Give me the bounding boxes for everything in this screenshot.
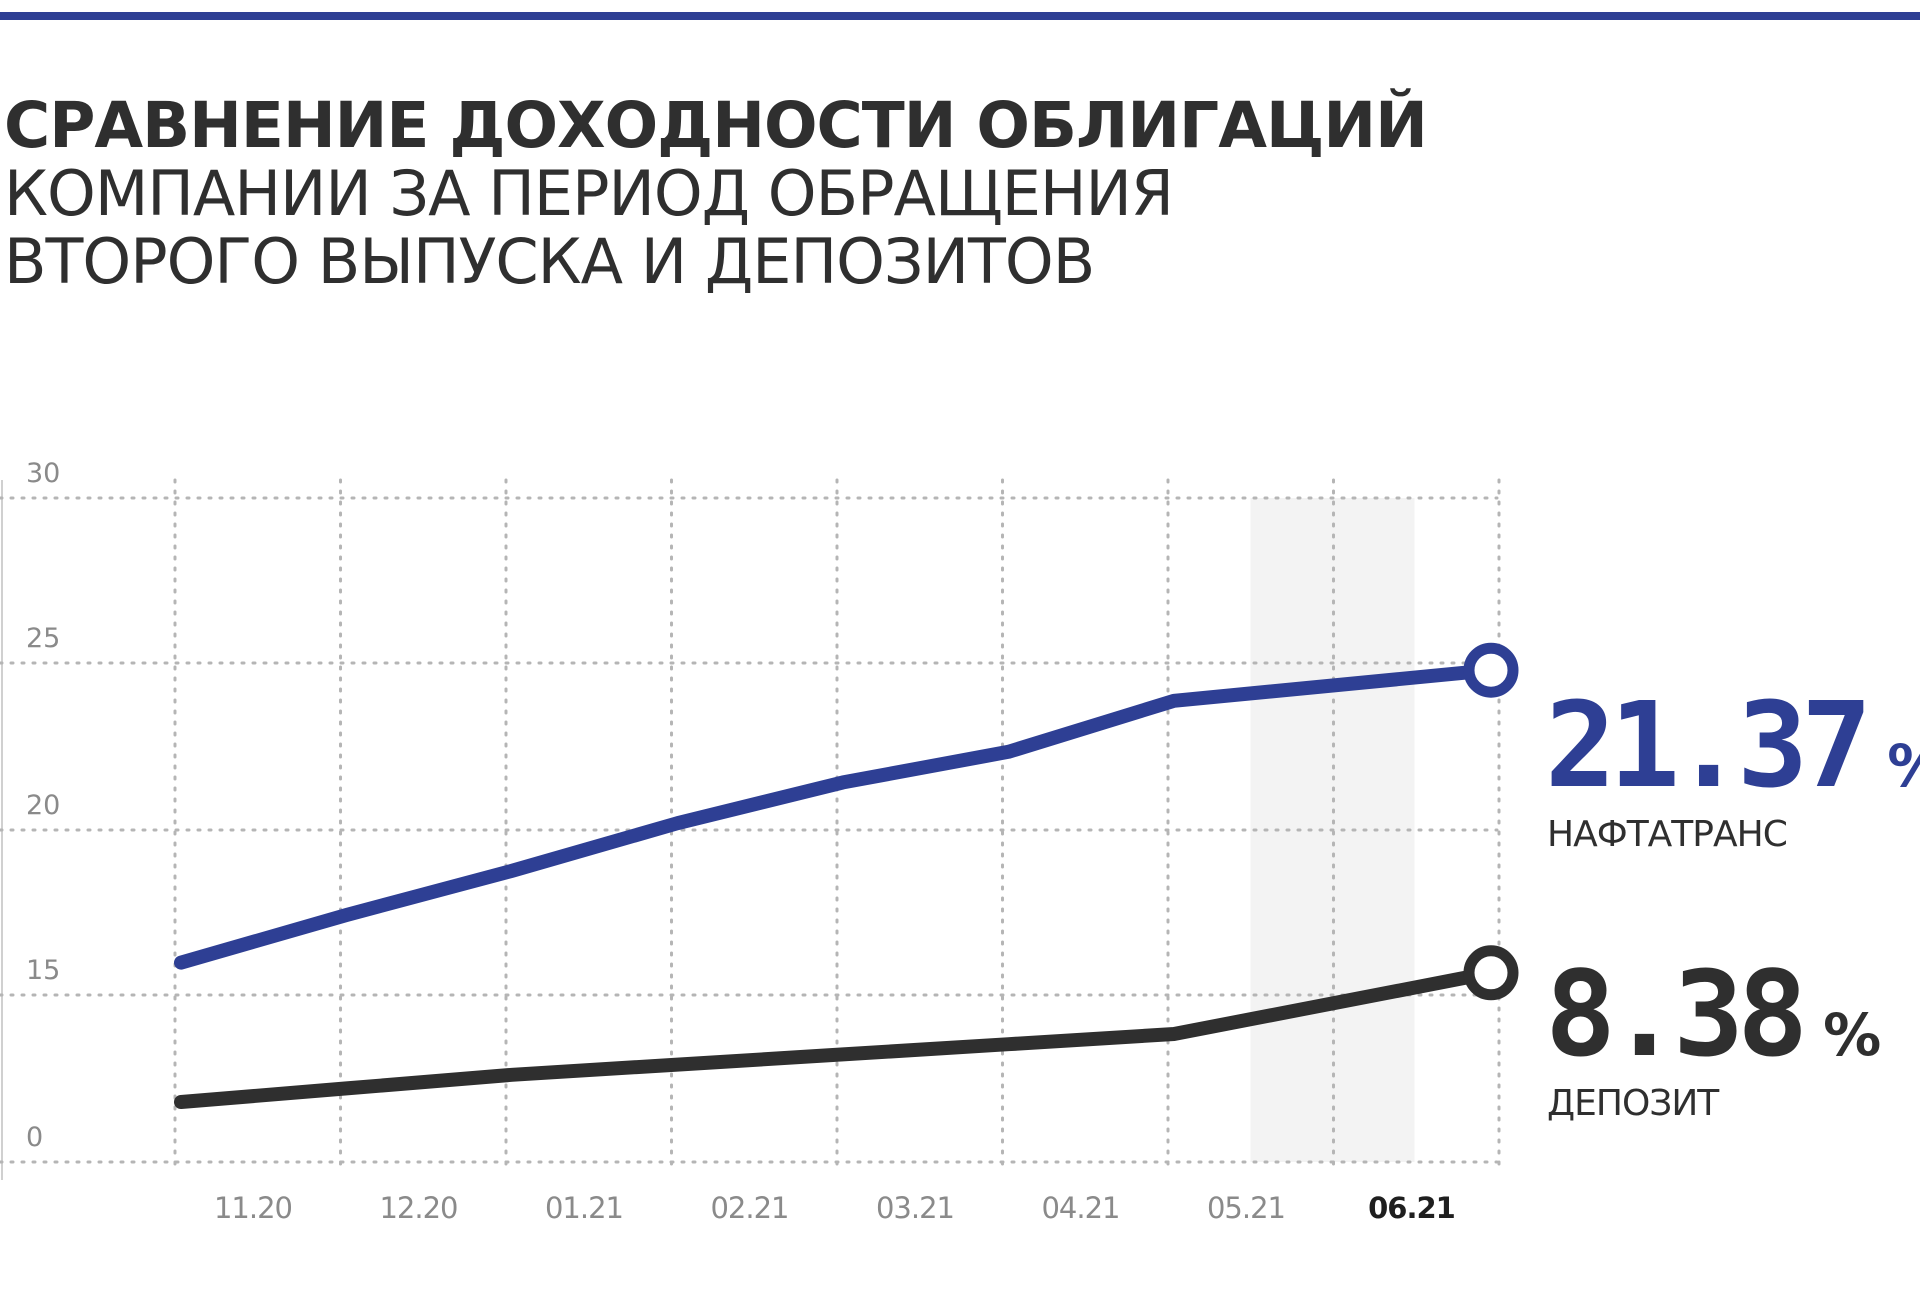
x-tick-label: 05.21 [1207,1191,1285,1225]
y-tick-label: 25 [26,623,60,654]
end-value: 21.37 [1545,676,1865,814]
y-axis-ticks: 30 25 20 15 0 [26,458,60,1153]
x-tick-label: 01.21 [545,1191,623,1225]
end-marker [1463,642,1519,698]
percent-sign: % [1823,1001,1881,1069]
percent-sign: % [1887,732,1920,800]
x-tick-label: 04.21 [1041,1191,1119,1225]
x-tick-label: 06.21 [1368,1191,1455,1225]
chart-title: СРАВНЕНИЕ ДОХОДНОСТИ ОБЛИГАЦИЙ КОМПАНИИ … [4,89,1428,298]
y-tick-label: 15 [26,955,60,986]
end-value: 8.38 [1545,945,1801,1083]
y-tick-label: 0 [26,1122,43,1153]
title-line-2: КОМПАНИИ ЗА ПЕРИОД ОБРАЩЕНИЯ [4,157,1174,230]
y-tick-label: 30 [26,458,60,489]
series-name: НАФТАТРАНС [1547,814,1787,855]
title-line-3: ВТОРОГО ВЫПУСКА И ДЕПОЗИТОВ [4,225,1095,298]
x-tick-label: 11.20 [214,1191,292,1225]
x-tick-label: 12.20 [379,1191,457,1225]
series-name: ДЕПОЗИТ [1547,1083,1720,1124]
end-marker [1463,945,1519,1001]
end-labels: 21.37% НАФТАТРАНС 8.38% ДЕПОЗИТ [1545,676,1920,1124]
x-tick-label: 02.21 [710,1191,788,1225]
x-tick-label: 03.21 [876,1191,954,1225]
grid-horizontal [0,496,1499,1164]
title-line-1: СРАВНЕНИЕ ДОХОДНОСТИ ОБЛИГАЦИЙ [4,89,1428,162]
series-line [174,663,1498,970]
series-line [174,965,1498,1109]
series-lines [174,642,1519,1109]
x-axis-ticks: 11.20 12.20 01.21 02.21 03.21 04.21 05.21 06.21 [214,1191,1456,1225]
y-tick-label: 20 [26,790,60,821]
top-rule [0,12,1920,20]
